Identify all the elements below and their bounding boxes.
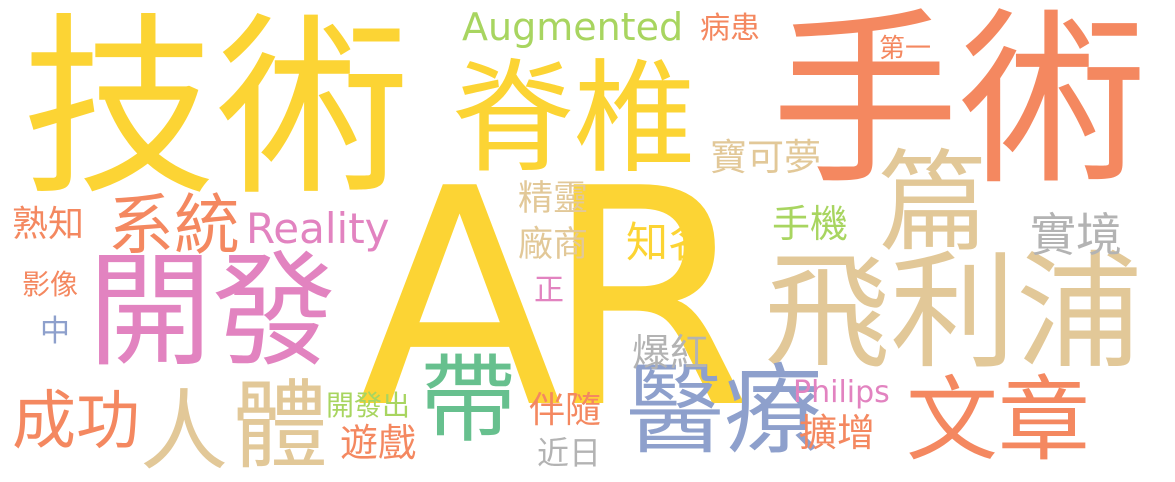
word-yingxiang: 影像 [22,271,78,299]
word-youxi: 遊戲 [340,424,416,462]
word-jingling: 精靈 [518,182,588,217]
word-xitong: 系統 [108,193,240,259]
word-diyi: 第一 [879,36,931,62]
word-jinri: 近日 [537,437,601,469]
word-changshang: 廠商 [518,228,588,263]
word-shuzhi: 熟知 [12,207,84,243]
word-reality: Reality [246,208,390,250]
word-pian: 篇 [878,148,988,258]
word-wenzhang: 文章 [906,375,1090,467]
word-jishu: 技術 [22,12,410,206]
word-baohong: 爆紅 [632,334,708,372]
word-kaifachu: 開發出 [326,392,410,420]
word-jizhui: 脊椎 [452,58,696,180]
word-augmented: Augmented [462,8,683,46]
word-zhong: 中 [40,317,70,347]
word-kaifa: 開發 [88,250,336,374]
word-bingxuan: 病患 [700,14,760,44]
word-chenggong: 成功 [12,390,140,454]
word-bansui: 伴隨 [529,393,601,429]
word-kuozeng: 擴增 [799,414,875,452]
word-dai: 帶 [420,352,516,448]
word-zheng: 正 [534,276,564,306]
word-shouji: 手機 [772,205,848,243]
word-shijing: 實境 [1030,212,1122,258]
word-baokemeng: 寶可夢 [710,139,821,176]
word-zhiming: 知名 [626,222,710,264]
word-ren: 人 [140,388,228,476]
word-ti: 體 [232,378,328,474]
word-philips: Philips [793,378,890,408]
